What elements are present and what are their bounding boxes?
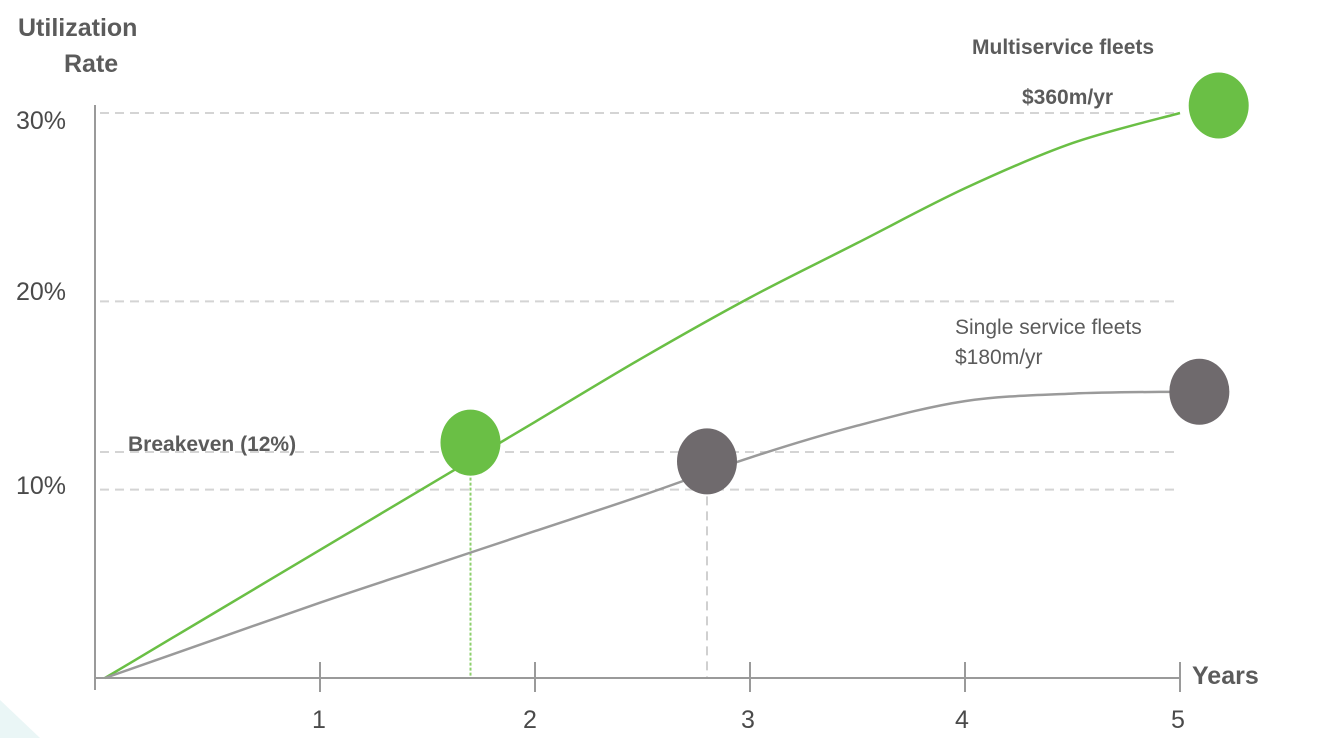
x-tick-label: 1 <box>312 706 326 734</box>
multiservice-end-marker <box>1188 72 1249 139</box>
series-lines <box>104 111 1181 680</box>
x-tick-label: 4 <box>955 706 969 734</box>
x-axis-label: Years <box>1192 662 1259 690</box>
x-tick-marks <box>319 662 1181 692</box>
y-axis-label: Utilization Rate <box>18 10 178 82</box>
y-tick-label: 20% <box>16 278 67 306</box>
single-service-series-label: Single service fleets <box>955 316 1142 339</box>
single-service-end-marker <box>1169 358 1230 425</box>
multiservice-line <box>104 111 1181 680</box>
series-markers <box>440 72 1249 495</box>
single-service-value-label: $180m/yr <box>955 346 1043 369</box>
y-axis-label-line1: Utilization <box>18 14 138 42</box>
single-service-line <box>104 390 1181 680</box>
background-decoration <box>0 700 40 738</box>
y-tick-label: 10% <box>16 472 67 500</box>
y-tick-label: 30% <box>16 107 67 135</box>
multiservice-series-label: Multiservice fleets <box>972 36 1155 59</box>
single-service-breakeven-marker <box>677 428 737 495</box>
x-tick-label: 3 <box>741 706 755 734</box>
multiservice-breakeven-marker <box>440 409 501 476</box>
breakeven-guides <box>469 462 708 678</box>
x-tick-label: 5 <box>1171 706 1185 734</box>
x-tick-label: 2 <box>523 706 537 734</box>
breakeven-label: Breakeven (12%) <box>128 433 297 456</box>
multiservice-value-label: $360m/yr <box>1022 86 1114 109</box>
y-axis-label-line2: Rate <box>64 50 119 78</box>
